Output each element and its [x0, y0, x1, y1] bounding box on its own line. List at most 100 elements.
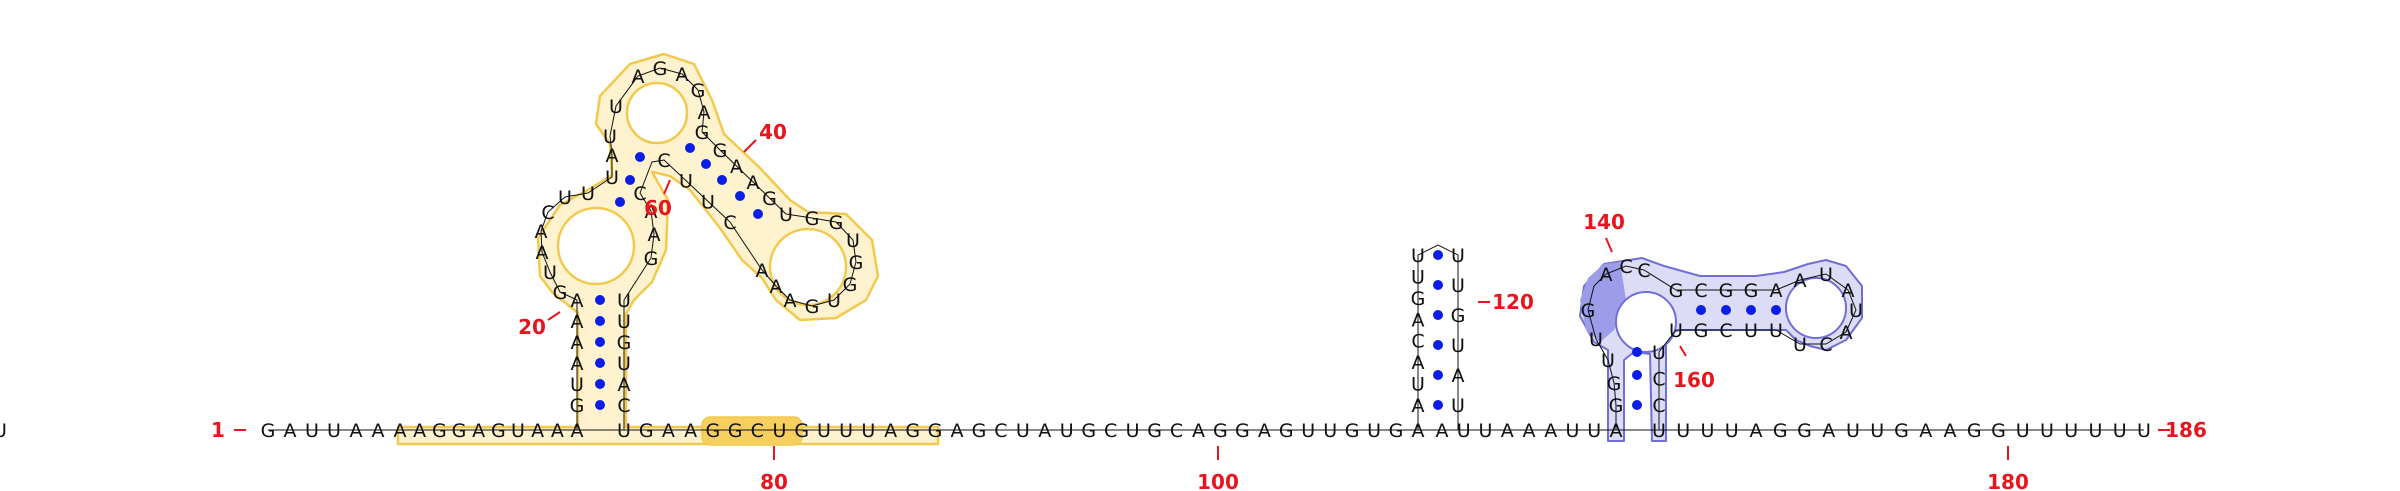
backbone-segment — [1775, 273, 1857, 345]
position-label: 180 — [1987, 470, 2029, 491]
baseline-nucleotide: C — [751, 420, 764, 442]
nucleotide: G — [829, 212, 844, 234]
nucleotide: A — [571, 290, 584, 312]
base-pair-bond — [595, 337, 605, 347]
baseline-nucleotide: A — [884, 420, 897, 442]
nucleotide: A — [1412, 352, 1425, 374]
baseline-nucleotide: U — [1457, 420, 1471, 442]
nucleotide: U — [617, 353, 631, 375]
baseline-nucleotide: G — [639, 420, 654, 442]
baseline-nucleotide: A — [1258, 420, 1271, 442]
baseline-nucleotide: C — [1104, 420, 1117, 442]
base-pair-bond — [1433, 280, 1443, 290]
baseline-nucleotide: U — [2113, 420, 2127, 442]
nucleotide: G — [695, 122, 710, 144]
base-pair-bond — [1632, 347, 1642, 357]
baseline-nucleotide: U — [305, 420, 319, 442]
nucleotide: U — [617, 311, 631, 333]
nucleotide: A — [698, 102, 711, 124]
base-pair-bond — [735, 191, 745, 201]
nucleotide: G — [644, 248, 659, 270]
nucleotide: U — [1769, 320, 1783, 342]
backbone-segment — [1587, 265, 1645, 311]
baseline-nucleotide: U — [511, 420, 525, 442]
nucleotide: U — [827, 290, 841, 312]
baseline-nucleotide: U — [1126, 420, 1140, 442]
nucleotide: U — [779, 204, 793, 226]
position-label: 120 — [1492, 290, 1534, 314]
backbone-segment — [1658, 329, 1776, 353]
baseline-nucleotide: U — [1566, 420, 1580, 442]
baseline-nucleotide: G — [1894, 420, 1909, 442]
baseline-nucleotide: U — [2137, 420, 2151, 442]
nucleotide: A — [606, 145, 619, 167]
baseline-nucleotide: G — [1345, 420, 1360, 442]
base-pair-bond — [1771, 305, 1781, 315]
base-pair-bond — [685, 143, 695, 153]
base-pair-bond — [1433, 250, 1443, 260]
baseline-nucleotide: U — [327, 420, 341, 442]
nucleotide: A — [535, 221, 548, 243]
baseline-nucleotide: A — [1436, 420, 1449, 442]
baseline-nucleotide: A — [684, 420, 697, 442]
backbone-layer — [268, 67, 2144, 431]
baseline-nucleotide: A — [951, 420, 964, 442]
baseline-nucleotide: A — [1822, 420, 1835, 442]
nucleotide: G — [843, 274, 858, 296]
baseline-nucleotide: A — [1919, 420, 1932, 442]
base-pair-bond — [1721, 305, 1731, 315]
nucleotide: A — [571, 353, 584, 375]
baseline-nucleotide: U — [1301, 420, 1315, 442]
position-label: 100 — [1197, 470, 1239, 491]
baseline-nucleotide: U — [2040, 420, 2054, 442]
baseline-nucleotide: U — [0, 420, 7, 442]
nucleotide: U — [1819, 264, 1833, 286]
nucleotide: G — [691, 80, 706, 102]
nucleotide: A — [1794, 270, 1807, 292]
baseline-nucleotide: G — [1081, 420, 1096, 442]
nucleotide: A — [676, 64, 689, 86]
nucleotide: U — [679, 171, 693, 193]
backbone-segment — [623, 192, 655, 301]
nucleotide: A — [648, 224, 661, 246]
nucleotide: G — [570, 395, 585, 417]
nucleotide: U — [1411, 266, 1425, 288]
nucleotide: U — [1744, 320, 1758, 342]
nucleotide: U — [1589, 329, 1603, 351]
baseline-nucleotide: U — [1367, 420, 1381, 442]
nucleotide: C — [1652, 369, 1665, 391]
nucleotide: A — [756, 260, 769, 282]
nucleotide: A — [632, 66, 645, 88]
baseline-nucleotide: U — [1701, 420, 1715, 442]
nucleotide: C — [1411, 331, 1424, 353]
nucleotide: A — [1412, 309, 1425, 331]
base-pair-layer — [595, 143, 1781, 410]
baseline-nucleotide: U — [1652, 420, 1666, 442]
nucleotide: A — [1840, 322, 1853, 344]
base-pair-bond — [1433, 310, 1443, 320]
nucleotide: U — [1601, 350, 1615, 372]
nucleotide: A — [1452, 365, 1465, 387]
position-label-right: 186 — [2165, 418, 2207, 442]
base-pair-bond — [717, 175, 727, 185]
nucleotide: C — [1819, 334, 1832, 356]
nucleotide: U — [701, 191, 715, 213]
nucleotide: A — [1412, 395, 1425, 417]
baseline-nucleotide: A — [1038, 420, 1051, 442]
nucleotide: G — [617, 332, 632, 354]
nucleotide: G — [653, 58, 668, 80]
nucleotide: G — [1744, 280, 1759, 302]
nucleotide: C — [723, 212, 736, 234]
nucleotide: C — [1619, 256, 1632, 278]
nucleotide: G — [805, 296, 820, 318]
nucleotide: A — [784, 290, 797, 312]
nucleotide: C — [541, 202, 554, 224]
nucleotide: G — [553, 282, 568, 304]
baseline-nucleotide: C — [1170, 420, 1183, 442]
nucleotide: C — [1652, 395, 1665, 417]
base-pair-bond — [1632, 370, 1642, 380]
base-pair-bond — [625, 175, 635, 185]
baseline-nucleotide: A — [372, 420, 385, 442]
